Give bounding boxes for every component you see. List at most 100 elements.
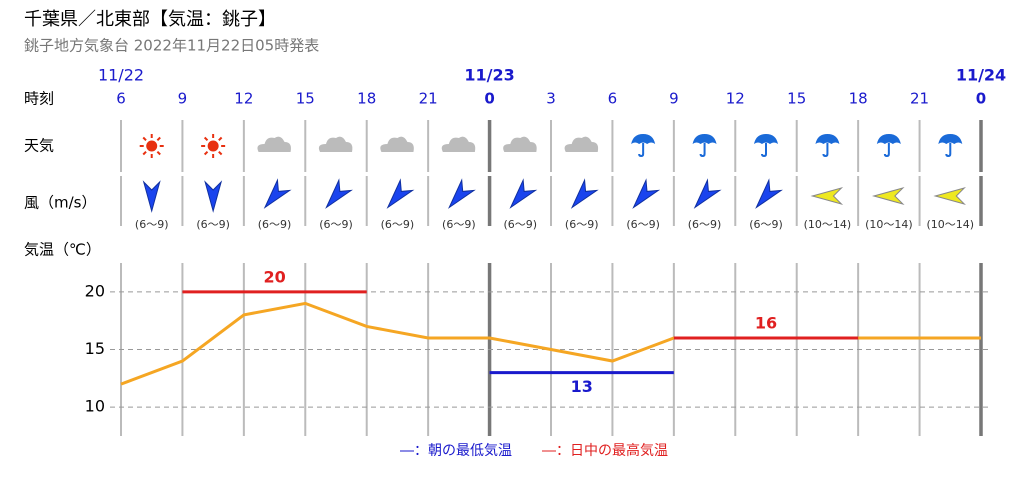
wind-arrow xyxy=(325,178,353,209)
wind-label: (6～9) xyxy=(503,218,537,231)
value-label: 16 xyxy=(755,313,777,332)
hour-label: 15 xyxy=(787,90,806,108)
sun-ray xyxy=(156,150,161,156)
legend-marker: ―： xyxy=(542,443,570,459)
legend-label: 日中の最高気温 xyxy=(570,442,668,459)
wind-arrow xyxy=(871,187,905,205)
wind-label: (6～9) xyxy=(319,218,353,231)
hour-label: 6 xyxy=(116,90,126,108)
weather-icon xyxy=(876,134,901,157)
cloud xyxy=(564,136,599,152)
chart-title: 千葉県／北東部【気温：銚子】 xyxy=(24,9,276,30)
value-label: 13 xyxy=(571,377,593,396)
sun-ray xyxy=(218,136,223,142)
date-label: 11/22 xyxy=(98,66,144,85)
hour-label: 12 xyxy=(234,90,253,108)
wind-arrow-shape xyxy=(755,178,783,209)
weather-icon xyxy=(318,136,353,152)
cloud xyxy=(257,136,291,152)
weather-icon xyxy=(754,134,778,157)
sun-ray xyxy=(203,136,209,142)
y-tick-label: 15 xyxy=(85,339,105,358)
wind-arrow-shape xyxy=(632,178,661,209)
date-label: 11/24 xyxy=(956,66,1006,85)
wind-arrow-shape xyxy=(142,180,161,213)
wind-arrow xyxy=(570,178,599,209)
weather-icon xyxy=(564,136,599,152)
umbrella xyxy=(815,134,840,157)
wind-arrow-shape xyxy=(933,187,966,205)
sun xyxy=(146,140,158,152)
wind-arrow xyxy=(386,178,415,209)
umbrella xyxy=(692,134,717,157)
row-label: 時刻 xyxy=(24,90,54,108)
hour-label: 0 xyxy=(484,90,494,108)
sun-ray xyxy=(142,136,147,142)
weather-icon xyxy=(139,134,164,158)
wind-label: (10～14) xyxy=(865,218,913,231)
wind-arrow-shape xyxy=(570,178,599,209)
weather-icon xyxy=(257,136,291,152)
row-label: 風（m/s） xyxy=(24,194,96,212)
sun-ray xyxy=(156,136,161,142)
wind-arrow-shape xyxy=(871,187,905,205)
wind-arrow-shape xyxy=(509,178,538,209)
umbrella xyxy=(876,134,901,157)
date-label: 11/23 xyxy=(464,66,514,85)
wind-arrow xyxy=(755,178,783,209)
wind-label: (6～9) xyxy=(749,218,783,231)
wind-arrow xyxy=(632,178,661,209)
wind-label: (6～9) xyxy=(381,218,415,231)
wind-label: (6～9) xyxy=(565,218,599,231)
wind-arrow xyxy=(448,178,476,209)
hour-label: 9 xyxy=(178,90,188,108)
wind-label: (6～9) xyxy=(196,218,230,231)
weather-icon xyxy=(441,136,476,152)
wind-label: (6～9) xyxy=(688,218,722,231)
umbrella xyxy=(631,134,656,157)
y-tick-label: 20 xyxy=(85,281,105,300)
weather-icon xyxy=(380,136,414,152)
wind-arrow xyxy=(509,178,538,209)
hour-label: 0 xyxy=(976,90,986,108)
wind-arrow xyxy=(933,187,966,205)
umbrella xyxy=(938,134,963,157)
wind-arrow-shape xyxy=(204,180,223,213)
y-tick-label: 10 xyxy=(85,397,105,416)
hour-label: 21 xyxy=(910,90,929,108)
weather-icon xyxy=(938,134,963,157)
wind-label: (10～14) xyxy=(804,218,852,231)
wind-arrow-shape xyxy=(693,178,722,209)
hour-label: 18 xyxy=(357,90,376,108)
weather-icon xyxy=(503,136,537,152)
wind-arrow xyxy=(142,180,161,213)
chart-subtitle: 銚子地方気象台 2022年11月22日05時発表 xyxy=(24,37,319,55)
wind-label: (6～9) xyxy=(442,218,476,231)
wind-label: (10～14) xyxy=(926,218,974,231)
value-label: 20 xyxy=(263,267,285,286)
hour-label: 6 xyxy=(608,90,618,108)
wind-arrow-shape xyxy=(448,178,476,209)
wind-label: (6～9) xyxy=(626,218,660,231)
hour-label: 3 xyxy=(546,90,556,108)
wind-arrow xyxy=(810,187,844,205)
wind-arrow xyxy=(263,178,292,209)
row-label: 天気 xyxy=(24,137,54,155)
wind-label: (6～9) xyxy=(135,218,169,231)
sun-ray xyxy=(142,150,147,156)
wind-arrow-shape xyxy=(386,178,415,209)
wind-arrow xyxy=(693,178,722,209)
sun xyxy=(207,140,219,152)
weather-icon xyxy=(201,134,226,158)
cloud xyxy=(441,136,476,152)
wind-arrow-shape xyxy=(810,187,844,205)
legend-label: 朝の最低気温 xyxy=(428,443,512,459)
sun-ray xyxy=(203,150,209,156)
weather-icon xyxy=(631,134,656,157)
cloud xyxy=(503,136,537,152)
legend-marker: ―： xyxy=(400,443,428,459)
row-label: 気温（℃） xyxy=(24,241,101,259)
wind-arrow-shape xyxy=(263,178,292,209)
wind-arrow-shape xyxy=(325,178,353,209)
